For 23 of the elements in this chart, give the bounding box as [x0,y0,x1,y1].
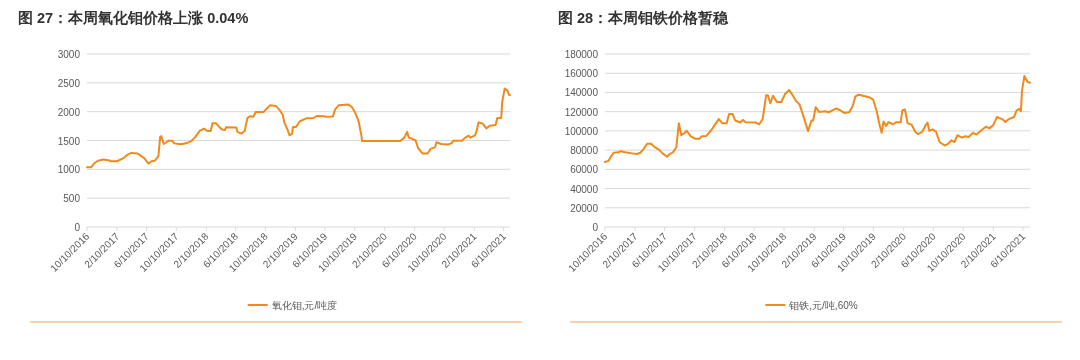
y-tick-label: 0 [74,222,81,233]
y-tick-label: 40000 [570,183,599,195]
y-tick-label: 2500 [57,77,81,89]
line-series [604,74,1031,163]
y-tick-label: 0 [592,222,599,233]
y-tick-label: 3000 [57,49,81,60]
y-tick-label: 180000 [564,49,599,60]
y-tick-label: 120000 [564,106,599,118]
chart-title: 图 27：本周氧化钼价格上涨 0.04% [18,10,249,26]
y-tick-label: 80000 [570,145,599,157]
y-tick-label: 60000 [570,164,599,176]
line-series [86,87,511,169]
legend-label: 氧化钼,元/吨度 [271,300,338,311]
y-tick-label: 20000 [570,202,599,214]
y-tick-label: 140000 [564,87,599,99]
legend-label: 钼铁,元/吨,60% [788,300,858,311]
y-tick-label: 100000 [564,125,599,137]
y-tick-label: 2000 [57,106,81,118]
y-tick-label: 1500 [57,135,81,147]
y-tick-label: 500 [63,193,81,205]
y-tick-label: 160000 [564,68,599,80]
chart-title: 图 28：本周钼铁价格暂稳 [558,10,730,26]
y-tick-label: 1000 [57,164,81,176]
